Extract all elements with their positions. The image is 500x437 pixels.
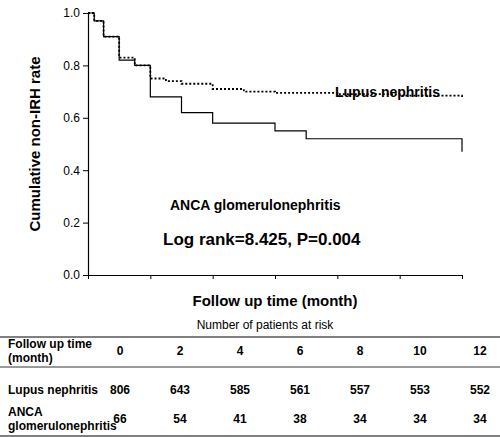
tick: 0.2 [63, 216, 88, 230]
table-rule [0, 436, 500, 437]
table-cell: 54 [173, 412, 187, 426]
risk-table: Number of patients at risk Follow up time… [0, 318, 500, 436]
table-cell: 34 [353, 412, 367, 426]
y-axis: 0.0 0.2 0.4 0.6 0.8 1.0 [63, 6, 88, 282]
tick-label: 0.8 [63, 59, 80, 73]
tick-mark [150, 275, 151, 279]
series-label: Lupus nephritis [335, 84, 440, 100]
table-cell: 34 [413, 412, 427, 426]
table-cell: 561 [290, 383, 310, 397]
table-cell: 553 [410, 383, 430, 397]
table-time: 2 [177, 344, 184, 358]
tick: 0.6 [63, 111, 88, 125]
table-time: 4 [237, 344, 244, 358]
tick-mark [83, 65, 88, 66]
table-cell: 643 [170, 383, 190, 397]
table-cell: 557 [350, 383, 370, 397]
tick [400, 275, 401, 279]
table-cell: 585 [230, 383, 250, 397]
table-cell: 806 [110, 383, 130, 397]
tick: 0.0 [63, 268, 88, 282]
table-time: 12 [473, 344, 487, 358]
tick: 0.8 [63, 59, 88, 73]
tick-mark [88, 275, 89, 279]
tick [462, 275, 463, 279]
tick-mark [83, 223, 88, 224]
tick-mark [83, 275, 88, 276]
tick-label: 0.6 [63, 111, 80, 125]
table-rule [0, 367, 500, 368]
table-time: 10 [413, 344, 427, 358]
x-axis [89, 275, 463, 279]
tick-mark [400, 275, 401, 279]
table-time: 0 [117, 344, 124, 358]
table-cell: 66 [113, 412, 127, 426]
axis-line [88, 14, 89, 276]
tick-label: 0.4 [63, 164, 80, 178]
tick-label: 1.0 [63, 6, 80, 20]
tick-mark [83, 118, 88, 119]
plot-area [88, 13, 462, 152]
tick-mark [462, 275, 463, 279]
tick-mark [213, 275, 214, 279]
table-time: 8 [357, 344, 364, 358]
tick-mark [275, 275, 276, 279]
annotation: Log rank=8.425, P=0.004 [163, 230, 361, 249]
table-cell: 34 [473, 412, 487, 426]
tick [88, 275, 89, 279]
tick [213, 275, 214, 279]
table-cell: 552 [470, 383, 490, 397]
table-row-label: Lupus nephritis [8, 383, 98, 397]
tick-mark [83, 13, 88, 14]
table-cell: 41 [233, 412, 247, 426]
tick-label: 0.2 [63, 216, 80, 230]
tick [337, 275, 338, 279]
table-title: Number of patients at risk [197, 318, 335, 332]
tick: 1.0 [63, 6, 88, 20]
table-row-label: ANCAglomerulonephritis [8, 405, 117, 433]
chart: 0.0 0.2 0.4 0.6 0.8 1.0 Lupus nephritis ANCA gl… [0, 0, 500, 437]
table-time: 6 [297, 344, 304, 358]
tick-label: 0.0 [63, 268, 80, 282]
tick [275, 275, 276, 279]
tick-mark [337, 275, 338, 279]
tick [150, 275, 151, 279]
table-header: Follow up time(month) [8, 337, 92, 365]
tick-mark [83, 170, 88, 171]
y-axis-title: Cumulative non-IRH rate [26, 56, 43, 231]
x-axis-title: Follow up time (month) [193, 292, 358, 309]
tick: 0.4 [63, 164, 88, 178]
table-cell: 38 [293, 412, 307, 426]
series-label: ANCA glomerulonephritis [170, 197, 341, 213]
km-curve [88, 13, 462, 152]
